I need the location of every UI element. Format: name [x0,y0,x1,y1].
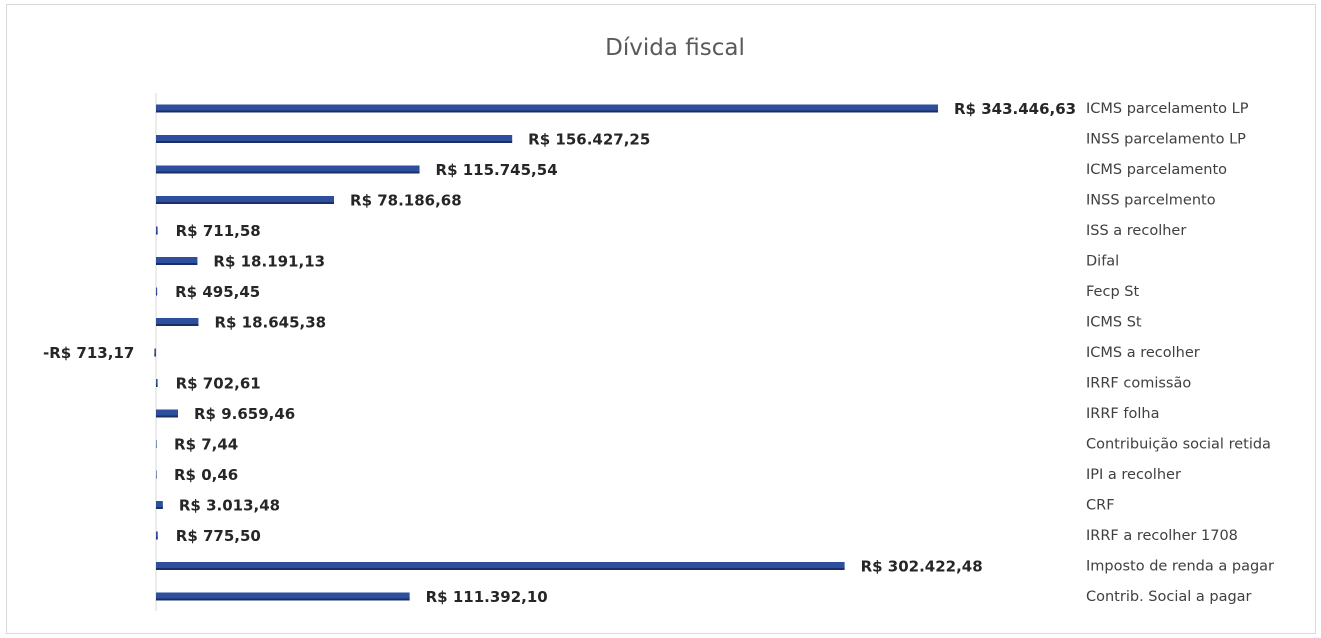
category-label: Contribuição social retida [1086,437,1271,453]
bar-value-label: R$ 18.191,13 [213,253,325,271]
bar-value-label: R$ 156.427,25 [528,131,650,149]
chart-frame: Dívida fiscal R$ 343.446,63 R$ 156.427,25… [6,4,1316,634]
category-label: CRF [1086,498,1115,514]
bar-shadow [156,536,158,540]
category-label: INSS parcelmento [1086,193,1216,209]
bar-chart: Dívida fiscal R$ 343.446,63 R$ 156.427,25… [43,35,1274,611]
category-label: IRRF comissão [1086,376,1191,392]
bar [156,104,938,111]
bar-shadow [156,170,420,174]
bar [156,257,198,263]
bar-shadow [156,231,158,235]
bar-value-label: R$ 0,46 [174,466,238,484]
category-label: ICMS parcelamento LP [1086,101,1249,117]
category-label: Imposto de renda a pagar [1086,559,1274,575]
bar-value-label: R$ 78.186,68 [350,192,462,210]
bar-shadow [156,384,158,387]
bar-value-label: R$ 3.013,48 [179,497,280,515]
bar [156,165,420,172]
bar [156,135,513,141]
bar [156,409,178,416]
bar-shadow [156,597,410,601]
chart-title: Dívida fiscal [605,35,745,61]
category-labels-group: ICMS parcelamento LP INSS parcelamento LP… [1086,101,1274,605]
bar-shadow [156,567,845,570]
bars-group [154,104,938,601]
bar [154,348,156,355]
bar-value-label: R$ 711,58 [176,222,261,240]
bar [156,287,158,294]
bar-value-label: -R$ 713,17 [43,344,134,362]
bar [156,226,158,233]
bar-shadow [156,140,513,143]
category-label: ICMS St [1086,315,1142,331]
category-label: ICMS a recolher [1086,345,1200,361]
bar-value-label: R$ 7,44 [174,436,238,454]
bar [156,501,163,507]
category-label: INSS parcelamento LP [1086,132,1246,148]
bar-shadow [156,292,158,296]
bar-value-label: R$ 302.422,48 [861,558,983,576]
bar [156,562,845,568]
bar [156,196,335,202]
bar [156,592,410,599]
bar-value-label: R$ 18.645,38 [214,314,326,332]
category-label: IRRF folha [1086,406,1159,422]
category-label: ICMS parcelamento [1086,162,1227,178]
bar-shadow [154,353,156,357]
bar [156,440,157,446]
bar [156,318,199,324]
bar-value-label: R$ 702,61 [176,375,261,393]
bar-shadow [156,414,178,418]
bar [156,470,157,477]
bar-value-label: R$ 495,45 [175,283,260,301]
category-label: Contrib. Social a pagar [1086,589,1252,605]
bar-shadow [156,262,198,265]
category-label: Difal [1086,254,1119,270]
bar-value-label: R$ 775,50 [176,527,261,545]
category-label: IRRF a recolher 1708 [1086,528,1238,544]
bar [156,531,158,538]
bar-shadow [156,506,163,509]
bar-shadow [156,109,938,113]
bar-value-label: R$ 9.659,46 [194,405,295,423]
bar-shadow [156,475,157,479]
category-label: IPI a recolher [1086,467,1181,483]
category-label: ISS a recolher [1086,223,1186,239]
category-label: Fecp St [1086,284,1139,300]
bar-shadow [156,445,157,448]
bar-value-label: R$ 115.745,54 [436,161,558,179]
value-labels-group: R$ 343.446,63 R$ 156.427,25 R$ 115.745,54 R… [43,100,1076,606]
bar-shadow [156,201,335,204]
bar [156,379,158,385]
bar-shadow [156,323,199,326]
bar-value-label: R$ 343.446,63 [954,100,1076,118]
bar-value-label: R$ 111.392,10 [426,588,548,606]
